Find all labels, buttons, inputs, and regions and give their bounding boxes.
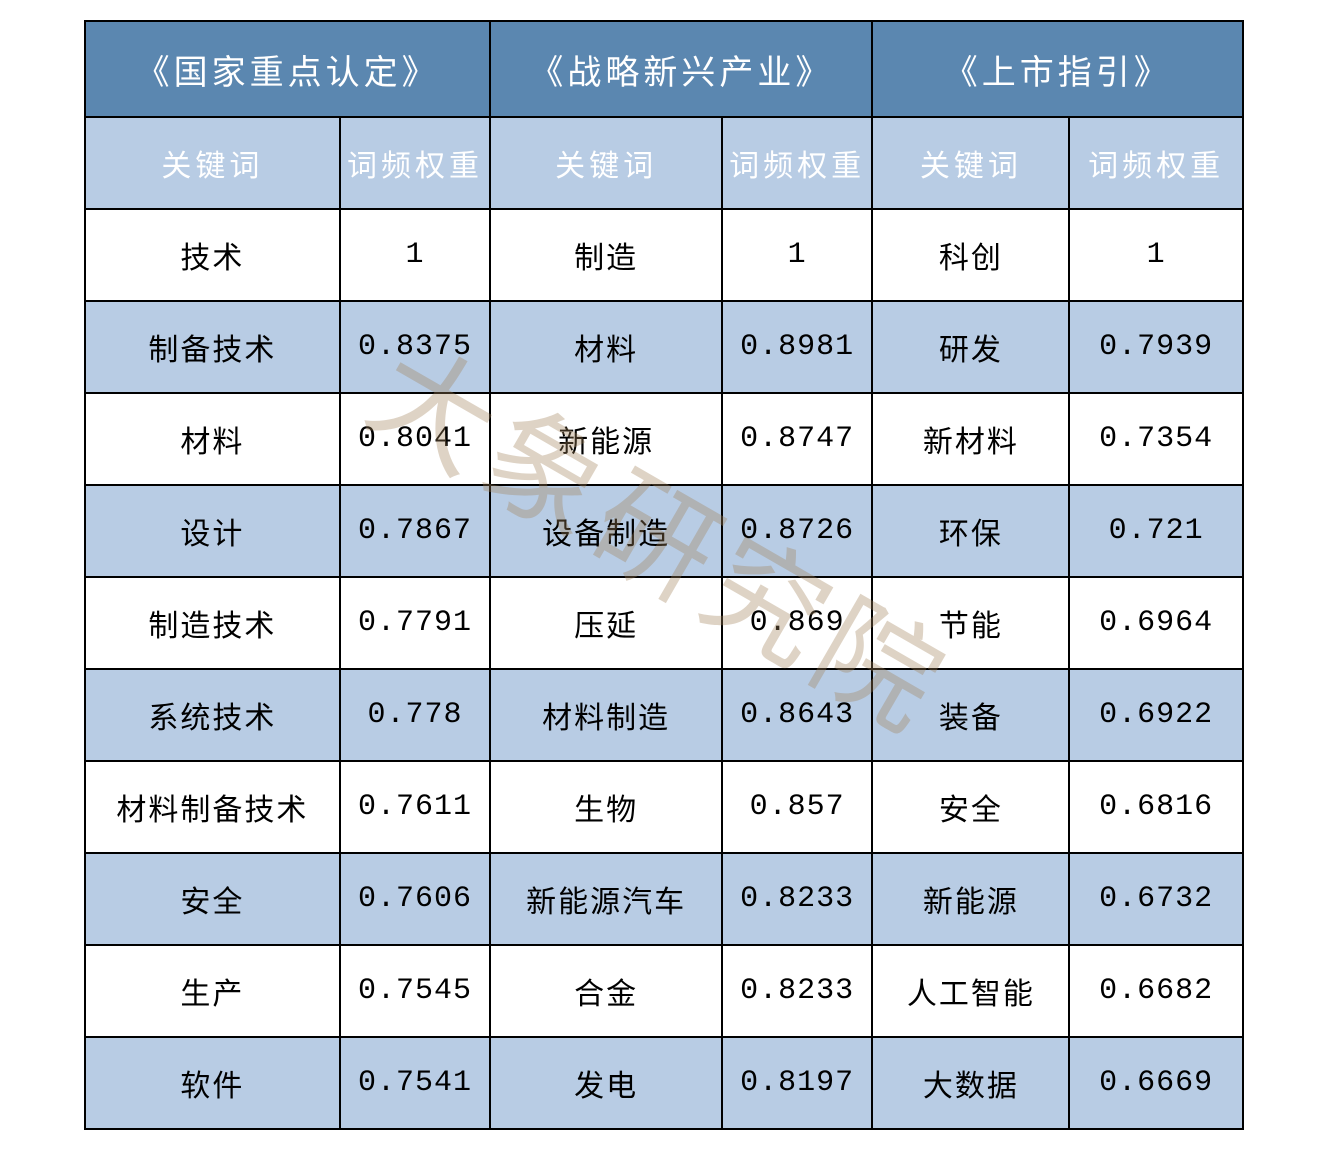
keyword-cell: 系统技术 bbox=[85, 669, 340, 761]
keyword-cell: 制造技术 bbox=[85, 577, 340, 669]
weight-cell: 0.8981 bbox=[722, 301, 873, 393]
weight-cell: 0.7939 bbox=[1069, 301, 1243, 393]
keyword-cell: 制备技术 bbox=[85, 301, 340, 393]
keyword-cell: 人工智能 bbox=[872, 945, 1069, 1037]
weight-cell: 0.7611 bbox=[340, 761, 491, 853]
table-row: 安全0.7606新能源汽车0.8233新能源0.6732 bbox=[85, 853, 1243, 945]
sub-header-2-1: 词频权重 bbox=[1069, 117, 1243, 209]
table-row: 材料制备技术0.7611生物0.857安全0.6816 bbox=[85, 761, 1243, 853]
keyword-cell: 压延 bbox=[490, 577, 722, 669]
keyword-cell: 安全 bbox=[85, 853, 340, 945]
weight-cell: 0.6669 bbox=[1069, 1037, 1243, 1129]
weight-cell: 0.7354 bbox=[1069, 393, 1243, 485]
keyword-cell: 新能源 bbox=[490, 393, 722, 485]
weight-cell: 0.721 bbox=[1069, 485, 1243, 577]
weight-cell: 0.857 bbox=[722, 761, 873, 853]
weight-cell: 0.8041 bbox=[340, 393, 491, 485]
keyword-cell: 软件 bbox=[85, 1037, 340, 1129]
keyword-cell: 安全 bbox=[872, 761, 1069, 853]
keyword-cell: 新能源 bbox=[872, 853, 1069, 945]
group-header-row: 《国家重点认定》 《战略新兴产业》 《上市指引》 bbox=[85, 21, 1243, 117]
keyword-cell: 新材料 bbox=[872, 393, 1069, 485]
keyword-cell: 材料 bbox=[85, 393, 340, 485]
weight-cell: 0.8643 bbox=[722, 669, 873, 761]
keyword-cell: 发电 bbox=[490, 1037, 722, 1129]
group-header-2: 《上市指引》 bbox=[872, 21, 1243, 117]
table-row: 制备技术0.8375材料0.8981研发0.7939 bbox=[85, 301, 1243, 393]
keyword-cell: 合金 bbox=[490, 945, 722, 1037]
weight-cell: 0.8197 bbox=[722, 1037, 873, 1129]
table-body: 技术1制造1科创1制备技术0.8375材料0.8981研发0.7939材料0.8… bbox=[85, 209, 1243, 1129]
keyword-cell: 科创 bbox=[872, 209, 1069, 301]
keyword-cell: 材料制造 bbox=[490, 669, 722, 761]
table-row: 制造技术0.7791压延0.869节能0.6964 bbox=[85, 577, 1243, 669]
weight-cell: 0.869 bbox=[722, 577, 873, 669]
keyword-cell: 技术 bbox=[85, 209, 340, 301]
weight-cell: 0.8233 bbox=[722, 853, 873, 945]
keyword-cell: 新能源汽车 bbox=[490, 853, 722, 945]
weight-cell: 1 bbox=[340, 209, 491, 301]
keyword-cell: 装备 bbox=[872, 669, 1069, 761]
keyword-cell: 生产 bbox=[85, 945, 340, 1037]
keyword-weight-table: 《国家重点认定》 《战略新兴产业》 《上市指引》 关键词 词频权重 关键词 词频… bbox=[84, 20, 1244, 1130]
weight-cell: 0.6922 bbox=[1069, 669, 1243, 761]
weight-cell: 0.8726 bbox=[722, 485, 873, 577]
weight-cell: 0.7867 bbox=[340, 485, 491, 577]
keyword-cell: 材料制备技术 bbox=[85, 761, 340, 853]
table-row: 设计0.7867设备制造0.8726环保0.721 bbox=[85, 485, 1243, 577]
weight-cell: 0.6816 bbox=[1069, 761, 1243, 853]
weight-cell: 0.7541 bbox=[340, 1037, 491, 1129]
weight-cell: 0.7606 bbox=[340, 853, 491, 945]
table-row: 系统技术0.778材料制造0.8643装备0.6922 bbox=[85, 669, 1243, 761]
group-header-0: 《国家重点认定》 bbox=[85, 21, 490, 117]
sub-header-0-0: 关键词 bbox=[85, 117, 340, 209]
weight-cell: 0.6732 bbox=[1069, 853, 1243, 945]
table-row: 软件0.7541发电0.8197大数据0.6669 bbox=[85, 1037, 1243, 1129]
weight-cell: 1 bbox=[1069, 209, 1243, 301]
sub-header-0-1: 词频权重 bbox=[340, 117, 491, 209]
sub-header-1-1: 词频权重 bbox=[722, 117, 873, 209]
keyword-cell: 设计 bbox=[85, 485, 340, 577]
weight-cell: 0.8233 bbox=[722, 945, 873, 1037]
group-header-1: 《战略新兴产业》 bbox=[490, 21, 872, 117]
weight-cell: 0.8375 bbox=[340, 301, 491, 393]
weight-cell: 0.7791 bbox=[340, 577, 491, 669]
weight-cell: 0.778 bbox=[340, 669, 491, 761]
weight-cell: 0.8747 bbox=[722, 393, 873, 485]
keyword-cell: 大数据 bbox=[872, 1037, 1069, 1129]
keyword-cell: 节能 bbox=[872, 577, 1069, 669]
keyword-weight-table-container: 大象研究院 《国家重点认定》 《战略新兴产业》 《上市指引》 关键词 词频权重 … bbox=[84, 20, 1244, 1130]
keyword-cell: 制造 bbox=[490, 209, 722, 301]
keyword-cell: 材料 bbox=[490, 301, 722, 393]
keyword-cell: 设备制造 bbox=[490, 485, 722, 577]
sub-header-row: 关键词 词频权重 关键词 词频权重 关键词 词频权重 bbox=[85, 117, 1243, 209]
keyword-cell: 研发 bbox=[872, 301, 1069, 393]
table-row: 材料0.8041新能源0.8747新材料0.7354 bbox=[85, 393, 1243, 485]
weight-cell: 0.7545 bbox=[340, 945, 491, 1037]
keyword-cell: 生物 bbox=[490, 761, 722, 853]
weight-cell: 0.6964 bbox=[1069, 577, 1243, 669]
sub-header-2-0: 关键词 bbox=[872, 117, 1069, 209]
table-row: 技术1制造1科创1 bbox=[85, 209, 1243, 301]
table-row: 生产0.7545合金0.8233人工智能0.6682 bbox=[85, 945, 1243, 1037]
keyword-cell: 环保 bbox=[872, 485, 1069, 577]
sub-header-1-0: 关键词 bbox=[490, 117, 722, 209]
weight-cell: 1 bbox=[722, 209, 873, 301]
weight-cell: 0.6682 bbox=[1069, 945, 1243, 1037]
